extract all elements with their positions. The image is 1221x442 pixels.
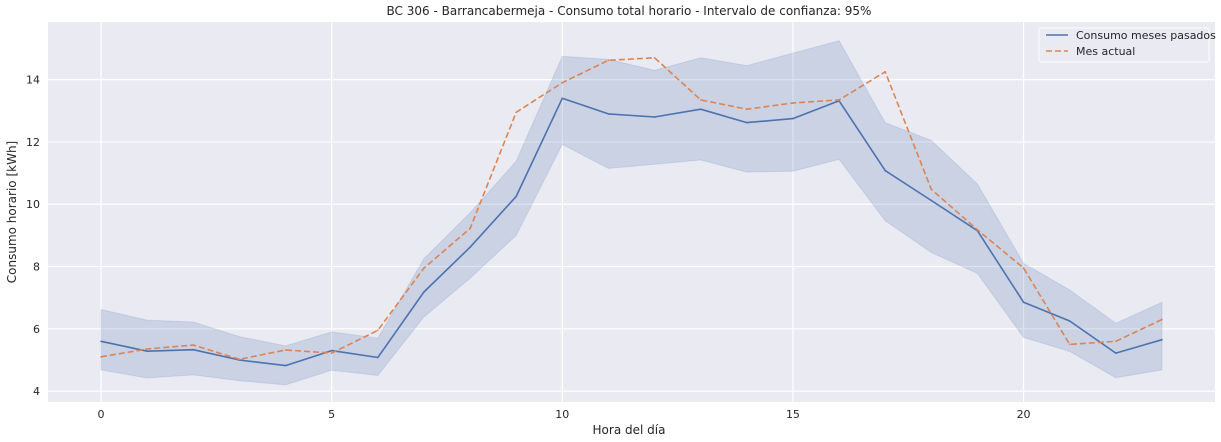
- y-tick-label: 8: [33, 261, 40, 274]
- data-point: [377, 356, 379, 359]
- data-point: [423, 267, 425, 269]
- series-line-mes-actual: [100, 56, 1163, 361]
- data-point: [561, 97, 564, 100]
- x-tick-label: 20: [1017, 408, 1031, 421]
- data-point: [238, 358, 241, 361]
- data-point: [746, 121, 748, 124]
- data-point: [515, 195, 517, 198]
- plot-area: [48, 22, 1215, 402]
- data-point: [284, 364, 287, 367]
- series-line-consumo-meses-pasados: [100, 97, 1163, 367]
- data-point: [284, 349, 287, 351]
- series-lines-layer: [100, 56, 1163, 367]
- x-tick-label: 15: [786, 408, 800, 421]
- data-point: [653, 116, 656, 118]
- legend-box: [1038, 27, 1210, 63]
- data-point: [930, 199, 933, 202]
- data-point: [1068, 320, 1071, 322]
- y-tick-label: 6: [33, 323, 40, 336]
- data-point: [515, 111, 517, 114]
- y-axis-ticks: 4 6 8 10 12 14: [26, 74, 40, 398]
- data-point: [1161, 318, 1163, 321]
- data-point: [1022, 301, 1025, 304]
- data-point: [884, 71, 886, 73]
- data-point: [607, 59, 610, 62]
- data-point: [100, 340, 102, 343]
- data-point: [838, 99, 840, 101]
- y-tick-label: 12: [26, 136, 40, 149]
- x-axis-label: Hora del día: [593, 423, 666, 437]
- data-point: [653, 57, 656, 59]
- data-point: [607, 113, 610, 115]
- data-point: [146, 350, 148, 353]
- legend-label-consumo-meses-pasados: Consumo meses pasados: [1076, 29, 1216, 42]
- x-axis-ticks: 0 5 10 15 20: [98, 408, 1031, 421]
- data-point: [976, 228, 979, 231]
- data-point: [100, 356, 102, 358]
- y-tick-label: 14: [26, 74, 40, 87]
- data-point: [884, 169, 886, 172]
- data-point: [423, 291, 425, 293]
- data-point: [1115, 340, 1117, 343]
- y-tick-label: 4: [33, 385, 40, 398]
- data-point: [930, 188, 933, 191]
- data-point: [192, 344, 195, 346]
- data-point: [146, 348, 148, 350]
- chart-title: BC 306 - Barrancabermeja - Consumo total…: [387, 4, 872, 18]
- data-point: [699, 99, 702, 101]
- legend: Consumo meses pasados Mes actual: [1038, 27, 1216, 63]
- y-tick-label: 10: [26, 198, 40, 211]
- data-point: [330, 349, 333, 352]
- data-point: [561, 81, 564, 84]
- data-point: [330, 352, 333, 354]
- data-point: [792, 117, 794, 120]
- data-point: [469, 227, 471, 230]
- data-point: [1068, 343, 1071, 346]
- data-point: [192, 348, 195, 351]
- legend-label-mes-actual: Mes actual: [1076, 45, 1135, 58]
- x-tick-label: 10: [555, 408, 569, 421]
- y-axis-label: Consumo horario [kWh]: [5, 141, 19, 283]
- data-point: [746, 108, 748, 111]
- x-tick-label: 0: [98, 408, 105, 421]
- x-tick-label: 5: [328, 408, 335, 421]
- data-point: [699, 108, 702, 111]
- data-point: [792, 102, 794, 104]
- data-point: [1115, 352, 1117, 354]
- data-point: [1161, 338, 1163, 341]
- grid-lines: [48, 22, 1215, 402]
- data-point: [377, 329, 379, 332]
- data-point: [469, 246, 471, 248]
- data-point: [1022, 267, 1025, 269]
